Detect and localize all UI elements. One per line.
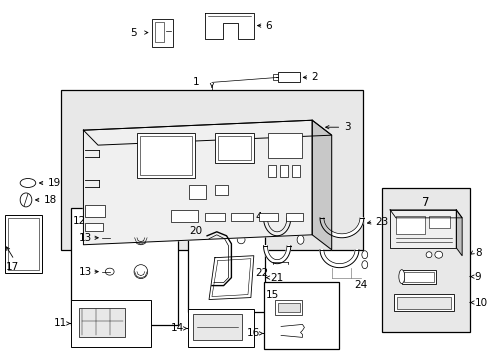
Polygon shape — [319, 250, 358, 267]
Bar — [71, 300, 150, 347]
Text: 13: 13 — [79, 267, 92, 276]
Bar — [278, 72, 299, 82]
Bar — [273, 75, 278, 80]
Text: 22: 22 — [254, 268, 267, 278]
Ellipse shape — [398, 270, 404, 284]
Bar — [85, 223, 102, 231]
Ellipse shape — [297, 235, 304, 244]
Ellipse shape — [134, 265, 147, 279]
Polygon shape — [204, 13, 253, 39]
Text: 8: 8 — [474, 248, 480, 258]
Bar — [188, 185, 205, 199]
Text: 15: 15 — [265, 289, 278, 300]
Bar — [85, 205, 104, 217]
Bar — [7, 218, 39, 270]
Text: 21: 21 — [270, 273, 283, 283]
Bar — [140, 136, 192, 175]
Text: 9: 9 — [474, 272, 480, 282]
Bar — [79, 307, 125, 337]
Ellipse shape — [361, 251, 367, 259]
Bar — [214, 133, 253, 163]
Text: 2: 2 — [310, 72, 317, 82]
Polygon shape — [208, 256, 253, 300]
Text: 19: 19 — [47, 178, 61, 188]
Polygon shape — [389, 210, 461, 218]
Text: 13: 13 — [79, 233, 92, 243]
Bar — [268, 133, 302, 158]
Polygon shape — [83, 120, 311, 245]
Text: 18: 18 — [43, 195, 57, 205]
Bar — [258, 213, 278, 221]
Text: 24: 24 — [353, 280, 367, 289]
Bar — [71, 208, 178, 325]
Bar — [403, 272, 433, 282]
Text: 20: 20 — [189, 226, 202, 236]
Polygon shape — [83, 120, 331, 145]
Polygon shape — [455, 210, 461, 256]
Bar — [291, 165, 299, 177]
Text: 5: 5 — [130, 28, 137, 37]
Text: 12: 12 — [73, 216, 86, 226]
Bar — [263, 282, 339, 349]
Text: 23: 23 — [375, 217, 388, 227]
Text: 3: 3 — [344, 122, 350, 132]
Ellipse shape — [361, 261, 367, 269]
Ellipse shape — [237, 236, 244, 244]
Bar — [154, 22, 164, 41]
Bar — [193, 315, 242, 340]
Polygon shape — [389, 210, 455, 248]
Polygon shape — [281, 324, 304, 337]
Ellipse shape — [20, 179, 36, 188]
Bar — [393, 293, 453, 311]
Bar — [187, 310, 253, 347]
Bar — [275, 300, 302, 315]
Ellipse shape — [105, 234, 114, 241]
Polygon shape — [319, 218, 363, 238]
Ellipse shape — [105, 268, 114, 275]
Text: 10: 10 — [474, 297, 487, 307]
Bar — [401, 270, 435, 284]
Bar — [268, 165, 276, 177]
Text: 14: 14 — [170, 323, 183, 333]
Ellipse shape — [425, 252, 431, 258]
Text: 11: 11 — [54, 319, 67, 328]
Ellipse shape — [434, 251, 442, 258]
Bar — [137, 133, 195, 178]
Bar — [214, 185, 228, 195]
Bar — [285, 213, 303, 221]
Bar — [396, 297, 450, 309]
Bar — [187, 218, 265, 312]
Polygon shape — [263, 218, 290, 236]
Bar — [171, 210, 198, 222]
Bar — [280, 165, 287, 177]
Bar — [382, 188, 469, 332]
Ellipse shape — [297, 223, 304, 232]
Bar — [231, 213, 252, 221]
Text: 6: 6 — [265, 21, 271, 31]
Text: 16: 16 — [246, 328, 259, 338]
Bar — [4, 215, 41, 273]
Ellipse shape — [20, 193, 32, 207]
Bar — [204, 213, 224, 221]
Bar — [428, 216, 449, 228]
Text: 4: 4 — [255, 212, 262, 222]
Bar — [395, 216, 424, 234]
Polygon shape — [311, 120, 331, 250]
Bar — [61, 90, 362, 250]
Text: 7: 7 — [422, 196, 429, 209]
Text: 17: 17 — [6, 262, 19, 272]
Polygon shape — [263, 246, 290, 264]
Ellipse shape — [134, 231, 147, 245]
Bar — [151, 19, 173, 46]
Text: 1: 1 — [192, 77, 199, 87]
Bar — [278, 302, 299, 312]
Bar — [217, 136, 250, 160]
